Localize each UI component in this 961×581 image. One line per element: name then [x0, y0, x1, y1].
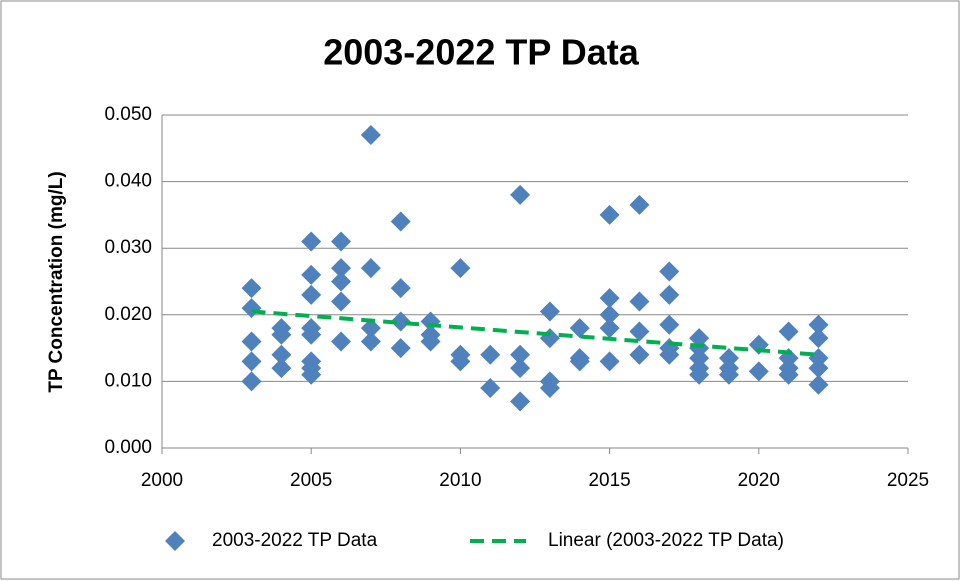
x-tick-label: 2020 [738, 470, 780, 491]
data-point [241, 371, 262, 392]
data-point [599, 304, 620, 325]
data-point [390, 211, 411, 232]
data-point [390, 338, 411, 359]
data-point [390, 311, 411, 332]
data-point [510, 184, 531, 205]
data-point [301, 284, 322, 305]
data-point [331, 271, 352, 292]
legend-label: Linear (2003-2022 TP Data) [548, 530, 784, 551]
data-point [301, 231, 322, 252]
data-point [539, 301, 560, 322]
data-point [450, 258, 471, 279]
data-point [241, 278, 262, 299]
data-point [599, 351, 620, 372]
data-point [301, 264, 322, 285]
data-point [748, 361, 769, 382]
x-tick-label: 2015 [588, 470, 630, 491]
y-tick-label: 0.030 [104, 237, 152, 258]
y-tick-label: 0.040 [104, 171, 152, 192]
data-point [390, 278, 411, 299]
data-point [301, 364, 322, 385]
data-point [808, 328, 829, 349]
data-point [629, 291, 650, 312]
data-point [271, 358, 292, 379]
data-point [808, 314, 829, 335]
data-point [360, 258, 381, 279]
data-point [659, 261, 680, 282]
data-point [569, 318, 590, 339]
data-point [778, 364, 799, 385]
y-tick-label: 0.000 [104, 437, 152, 458]
y-tick-label: 0.050 [104, 104, 152, 125]
data-point [510, 344, 531, 365]
data-point [480, 378, 501, 399]
data-point [599, 318, 620, 339]
data-point [510, 391, 531, 412]
data-point [331, 291, 352, 312]
data-point [808, 358, 829, 379]
data-point [331, 258, 352, 279]
data-point [420, 331, 441, 352]
trendline [251, 309, 819, 357]
data-point [331, 331, 352, 352]
data-point [241, 351, 262, 372]
data-point [629, 194, 650, 215]
y-axis-title: TP Concentration (mg/L) [46, 171, 67, 392]
legend-label: 2003-2022 TP Data [212, 530, 378, 551]
data-point [331, 231, 352, 252]
data-point [360, 124, 381, 145]
data-point [271, 344, 292, 365]
data-point [689, 364, 710, 385]
data-point [539, 378, 560, 399]
x-tick-label: 2000 [141, 470, 183, 491]
data-point [480, 344, 501, 365]
data-point [360, 331, 381, 352]
data-point [599, 288, 620, 309]
data-point [450, 351, 471, 372]
chart-title: 2003-2022 TP Data [323, 32, 640, 73]
data-point [659, 314, 680, 335]
data-point [569, 351, 590, 372]
data-point [718, 364, 739, 385]
legend-swatch [165, 531, 185, 551]
data-point [778, 321, 799, 342]
data-point [271, 324, 292, 345]
data-point [301, 324, 322, 345]
y-tick-label: 0.010 [104, 370, 152, 391]
y-tick-label: 0.020 [104, 304, 152, 325]
data-point [808, 374, 829, 395]
data-point [659, 284, 680, 305]
data-point [599, 204, 620, 225]
data-point [659, 344, 680, 365]
x-tick-label: 2005 [290, 470, 332, 491]
data-point [629, 344, 650, 365]
x-tick-label: 2010 [439, 470, 481, 491]
data-point [360, 318, 381, 339]
data-point [510, 358, 531, 379]
x-tick-label: 2025 [887, 470, 929, 491]
data-point [241, 331, 262, 352]
data-point [629, 321, 650, 342]
